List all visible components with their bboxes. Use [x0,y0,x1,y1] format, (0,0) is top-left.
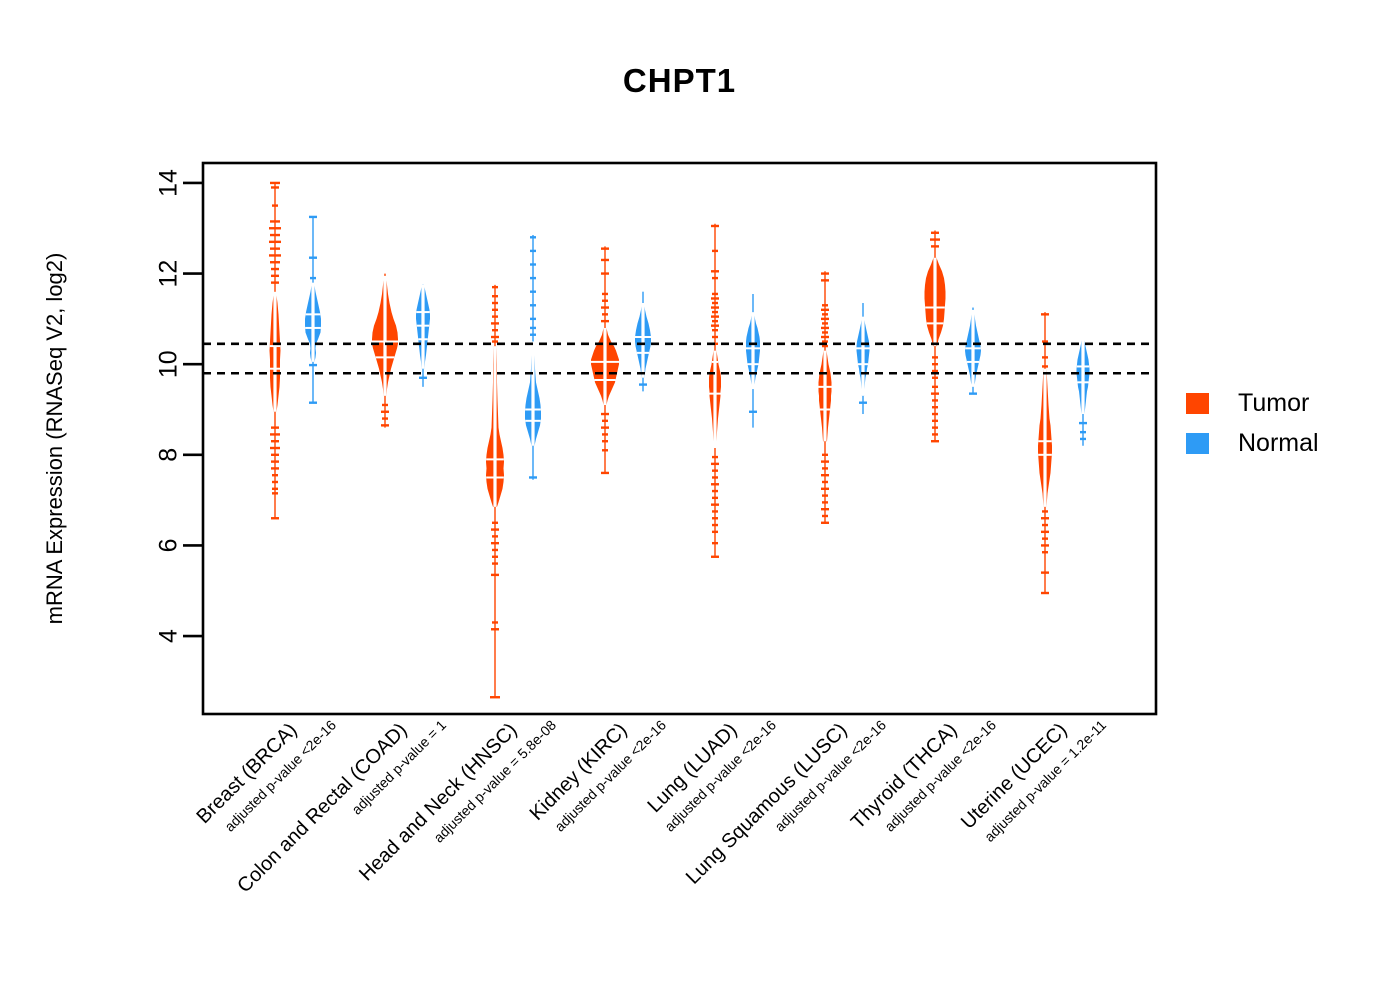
violin-tumor-4 [709,223,721,558]
violin-normal-4 [746,293,760,428]
violin-tumor-6 [924,230,946,443]
normal-label: Normal [1238,428,1319,457]
y-tick-label: 12 [155,260,183,288]
violin-tumor-1 [372,273,398,428]
plot-frame [201,161,1158,716]
tumor-swatch [1186,392,1209,414]
normal-swatch [1186,432,1209,454]
violin-normal-5 [856,303,870,415]
violin-tumor-2 [486,284,504,699]
y-tick-label: 6 [155,538,183,552]
y-tick-label: 4 [155,629,183,643]
violin-tumor-5 [818,271,832,524]
violin-normal-3 [635,291,651,392]
violin-normal-6 [965,307,981,395]
violin-normal-0 [305,215,321,404]
violin-tumor-3 [591,246,619,475]
tumor-label: Tumor [1238,388,1310,417]
chart-title: CHPT1 [622,62,737,99]
violin-tumor-0 [269,181,281,520]
violin-tumor-7 [1038,312,1052,595]
legend-item-tumor: Tumor [1186,388,1319,417]
violin-normal-7 [1076,337,1090,446]
violin-normal-1 [416,284,430,387]
y-tick-label: 8 [155,448,183,462]
y-tick-label: 14 [155,169,183,197]
legend-item-normal: Normal [1186,428,1319,457]
legend: Tumor Normal [1186,388,1319,471]
y-tick-label: 10 [155,350,183,378]
violin-normal-2 [525,235,541,480]
y-axis-title: mRNA Expression (RNASeq V2, log2) [42,253,67,625]
